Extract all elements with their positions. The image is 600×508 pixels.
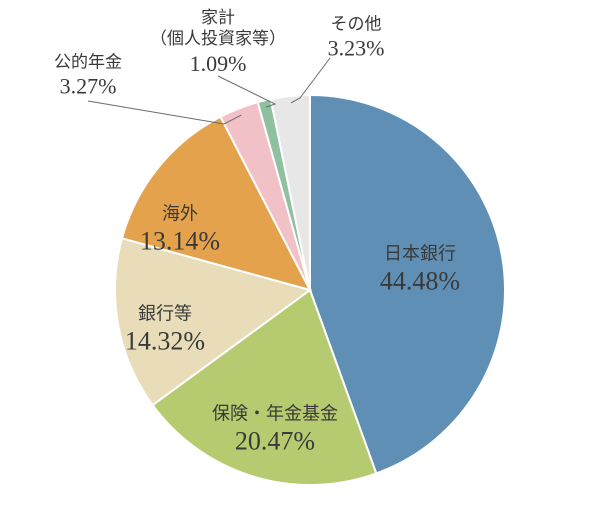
- slice-value: 20.47%: [212, 425, 338, 458]
- slice-value: 13.14%: [140, 225, 220, 258]
- slice-label: 公的年金3.27%: [54, 52, 122, 101]
- slice-value: 3.27%: [54, 73, 122, 101]
- slice-name: 銀行等: [125, 303, 205, 326]
- slice-value: 44.48%: [380, 265, 460, 298]
- slice-value: 14.32%: [125, 325, 205, 358]
- slice-name: その他: [328, 14, 385, 35]
- slice-name: 海外: [140, 203, 220, 226]
- slice-label: 銀行等14.32%: [125, 303, 205, 358]
- slice-name: 保険・年金基金: [212, 403, 338, 426]
- slice-label: 保険・年金基金20.47%: [212, 403, 338, 458]
- slice-label: 家計 （個人投資家等）1.09%: [150, 7, 286, 77]
- slice-name: 公的年金: [54, 52, 122, 73]
- slice-value: 3.23%: [328, 35, 385, 63]
- slice-value: 1.09%: [150, 50, 286, 78]
- slice-label: 日本銀行44.48%: [380, 243, 460, 298]
- slice-label: 海外13.14%: [140, 203, 220, 258]
- slice-name: 日本銀行: [380, 243, 460, 266]
- slice-name: 家計 （個人投資家等）: [150, 7, 286, 50]
- pie-chart-container: 日本銀行44.48%保険・年金基金20.47%銀行等14.32%海外13.14%…: [0, 0, 600, 508]
- slice-label: その他3.23%: [328, 14, 385, 63]
